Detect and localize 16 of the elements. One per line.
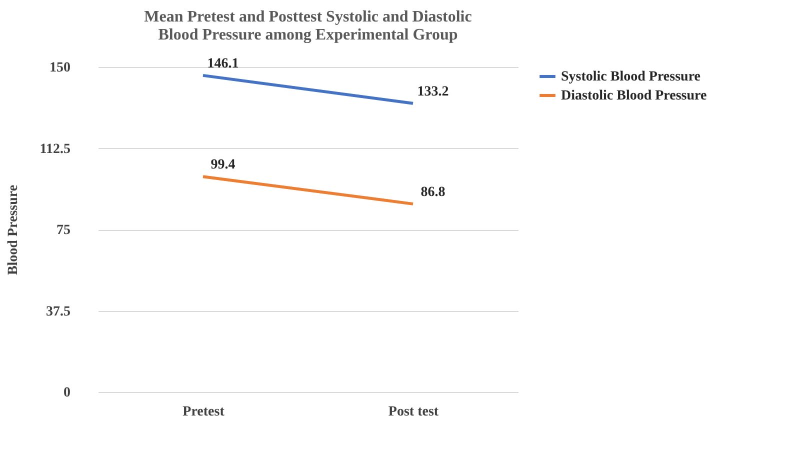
data-label: 99.4	[210, 158, 236, 173]
y-tick-label: 150	[50, 60, 70, 76]
data-label: 146.1	[207, 56, 239, 72]
y-tick-label: 0	[64, 386, 70, 400]
text: Blood Pressure among Experimental Group	[158, 26, 458, 44]
data-label: 86.8	[420, 184, 446, 200]
x-tick-label: Pretest	[182, 404, 225, 420]
text: Mean Pretest and Posttest Systolic and Diastolic	[144, 8, 472, 26]
y-tick-label: 112.5	[40, 142, 70, 157]
y-tick-label: 75	[56, 223, 70, 238]
legend-label: Diastolic Blood Pressure	[561, 88, 707, 104]
x-tick-label: Post test	[388, 404, 439, 420]
y-tick-label: 37.5	[46, 304, 70, 320]
y-axis-title: Blood Pressure	[6, 184, 21, 276]
legend-label: Systolic Blood Pressure	[561, 70, 700, 84]
data-label: 133.2	[417, 84, 449, 100]
